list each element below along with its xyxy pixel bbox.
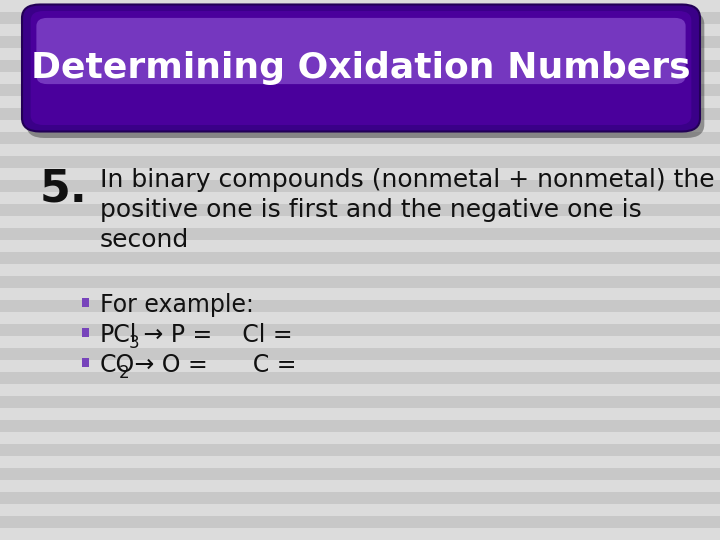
Bar <box>0 432 720 444</box>
Bar <box>0 252 720 264</box>
Bar <box>0 444 720 456</box>
Bar <box>0 312 720 324</box>
Bar <box>0 156 720 168</box>
Bar <box>0 480 720 492</box>
Bar <box>0 360 720 372</box>
Bar <box>0 468 720 480</box>
Bar <box>0 132 720 144</box>
Text: → O =      C =: → O = C = <box>127 353 296 377</box>
Bar <box>0 180 720 192</box>
Bar <box>0 240 720 252</box>
Bar <box>0 48 720 60</box>
Bar <box>0 408 720 420</box>
Bar <box>0 120 720 132</box>
Bar <box>0 324 720 336</box>
Bar <box>0 372 720 384</box>
Text: Determining Oxidation Numbers: Determining Oxidation Numbers <box>31 51 690 85</box>
Text: 2: 2 <box>119 364 130 382</box>
Bar <box>0 108 720 120</box>
Bar <box>0 216 720 228</box>
Text: In binary compounds (nonmetal + nonmetal) the: In binary compounds (nonmetal + nonmetal… <box>100 168 715 192</box>
Text: 3: 3 <box>128 334 139 352</box>
FancyBboxPatch shape <box>27 11 704 138</box>
Bar <box>0 276 720 288</box>
Bar <box>0 528 720 540</box>
Bar <box>0 72 720 84</box>
Bar <box>0 12 720 24</box>
Text: second: second <box>100 228 189 252</box>
Bar <box>0 420 720 432</box>
Bar <box>0 204 720 216</box>
Text: For example:: For example: <box>100 293 254 317</box>
Bar <box>0 396 720 408</box>
Bar <box>0 504 720 516</box>
Text: → P =    Cl =: → P = Cl = <box>136 323 293 347</box>
Bar <box>0 456 720 468</box>
Bar <box>0 384 720 396</box>
Bar <box>0 84 720 96</box>
Bar <box>0 0 720 12</box>
Bar <box>82 328 89 337</box>
Bar <box>0 24 720 36</box>
Bar <box>82 298 89 307</box>
Text: CO: CO <box>100 353 135 377</box>
Bar <box>0 60 720 72</box>
Bar <box>0 264 720 276</box>
Bar <box>0 348 720 360</box>
Text: positive one is first and the negative one is: positive one is first and the negative o… <box>100 198 642 222</box>
Bar <box>0 168 720 180</box>
Bar <box>0 36 720 48</box>
Bar <box>0 192 720 204</box>
Bar <box>0 300 720 312</box>
Bar <box>0 492 720 504</box>
Bar <box>0 144 720 156</box>
Bar <box>0 228 720 240</box>
Bar <box>82 358 89 367</box>
Text: 5.: 5. <box>40 168 88 211</box>
Bar <box>0 288 720 300</box>
Bar <box>0 96 720 108</box>
Text: PCl: PCl <box>100 323 138 347</box>
FancyBboxPatch shape <box>31 11 691 125</box>
Bar <box>0 516 720 528</box>
Bar <box>0 336 720 348</box>
FancyBboxPatch shape <box>22 4 700 132</box>
FancyBboxPatch shape <box>37 18 685 84</box>
